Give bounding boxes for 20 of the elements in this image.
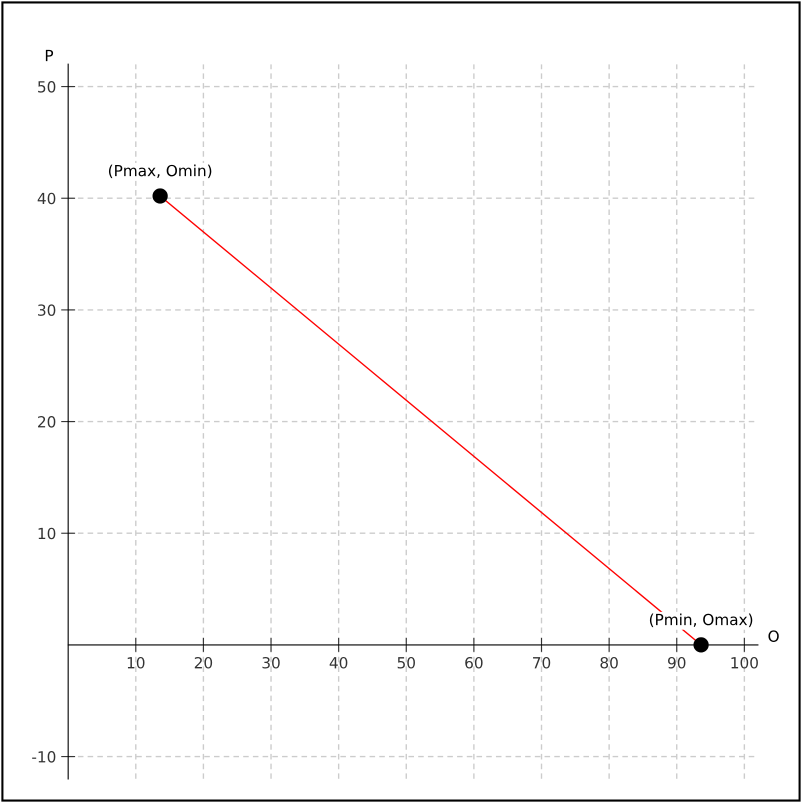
y-tick-label: 30: [38, 304, 56, 316]
x-tick-label: 30: [262, 656, 280, 669]
y-tick-label: 10: [38, 528, 56, 540]
y-tick-label: 20: [38, 416, 56, 428]
x-tick-label: 10: [128, 656, 144, 669]
x-tick-label: 70: [533, 656, 550, 669]
x-tick-label: 40: [330, 656, 348, 669]
y-axis-title: P: [46, 50, 54, 62]
x-axis-title: O: [768, 630, 779, 642]
annotation: (Pmin, Omax): [650, 613, 752, 628]
x-tick-label: 20: [194, 656, 212, 669]
x-tick-label: 100: [731, 656, 758, 669]
x-tick-label: 80: [600, 656, 618, 669]
x-tick-label: 50: [398, 656, 415, 669]
y-tick-label: 50: [38, 81, 56, 93]
y-tick-label: 40: [38, 192, 56, 204]
annotation: (Pmax, Omin): [108, 164, 212, 178]
x-tick-label: 90: [668, 656, 686, 669]
x-tick-label: 60: [465, 656, 483, 669]
y-tick-label: -10: [32, 751, 56, 763]
